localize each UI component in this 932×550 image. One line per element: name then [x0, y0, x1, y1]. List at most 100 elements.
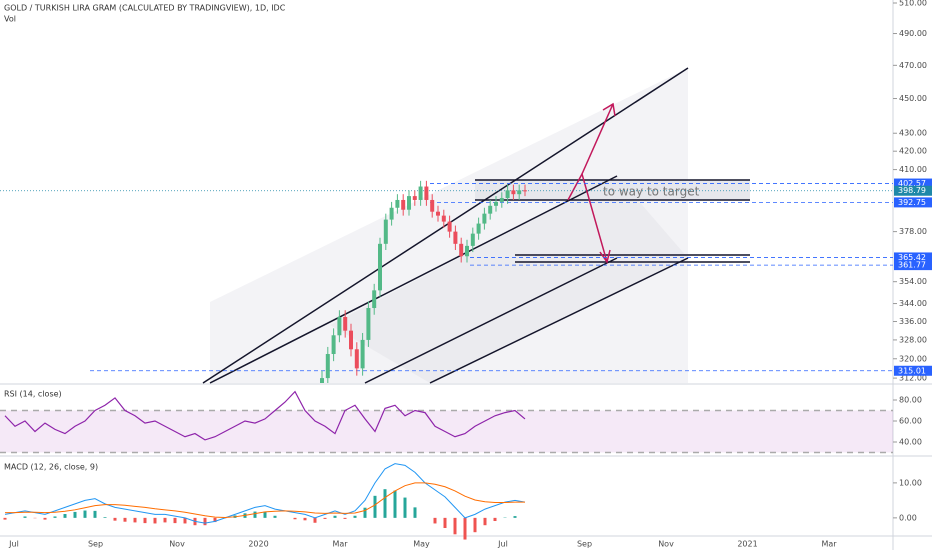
- histogram-bar: [73, 511, 77, 518]
- rsi-line: [4, 390, 526, 441]
- channel-line: [202, 67, 689, 384]
- histogram-bar: [343, 517, 347, 519]
- candle-body: [337, 316, 342, 336]
- candle-body: [511, 190, 516, 195]
- y-tick-label: 328.00: [899, 335, 927, 344]
- histogram-bar: [383, 489, 387, 518]
- histogram-bar: [333, 515, 337, 518]
- candle-body: [430, 199, 435, 212]
- histogram-bar: [163, 517, 167, 523]
- y-tick-label: 450.00: [899, 94, 927, 103]
- annotation: to way to target: [603, 185, 700, 199]
- x-tick-label: Jul: [497, 540, 508, 549]
- candle-body: [349, 330, 353, 350]
- y-tick-label: 336.00: [899, 317, 927, 326]
- candles: [320, 180, 527, 383]
- y-tick-label: 60.00: [899, 416, 922, 425]
- candle-body: [395, 199, 400, 208]
- histogram-bar: [473, 517, 477, 533]
- candle-body: [389, 207, 394, 220]
- rsi-band: [0, 410, 893, 453]
- level-label: 402.57: [898, 179, 926, 188]
- channel-line: [364, 257, 618, 384]
- level-box: [894, 365, 932, 376]
- histogram-bar: [363, 507, 367, 518]
- candle-body: [360, 339, 365, 369]
- candle-body: [407, 196, 411, 210]
- candle-body: [325, 354, 330, 379]
- histogram-bar: [413, 507, 417, 518]
- histogram-bar: [323, 517, 327, 519]
- subtitle: Vol: [4, 15, 16, 24]
- y-tick-label: 420.00: [899, 147, 927, 156]
- macd-line: [5, 482, 525, 519]
- histogram-bar: [463, 517, 467, 540]
- candle-body: [383, 219, 388, 244]
- level-label: 392.75: [898, 198, 926, 207]
- histogram-bar: [23, 516, 27, 518]
- y-tick-label: 354.00: [899, 277, 927, 286]
- x-tick-label: Mar: [332, 540, 348, 549]
- level-label: 315.01: [898, 366, 926, 375]
- candle-body: [424, 186, 429, 200]
- candle-body: [412, 196, 417, 200]
- histogram-bar: [153, 517, 157, 524]
- histogram-bar: [303, 517, 307, 521]
- histogram-bar: [103, 517, 107, 518]
- y-tick-label: 510.00: [899, 0, 927, 7]
- x-tick-label: May: [413, 540, 430, 549]
- candle-body: [372, 290, 377, 309]
- histogram-bar: [53, 516, 57, 518]
- level-box: [894, 178, 932, 189]
- x-tick-label: 2021: [737, 540, 757, 549]
- y-tick-label: 490.00: [899, 29, 927, 38]
- candle-body: [401, 199, 406, 210]
- histogram-bar: [133, 517, 137, 523]
- y-tick-label: 320.00: [899, 354, 927, 363]
- candle-body: [320, 378, 324, 383]
- y-tick-label: 10.00: [899, 478, 922, 487]
- histogram-bar: [313, 517, 317, 523]
- candle-body: [436, 211, 440, 216]
- y-tick-label: 470.00: [899, 61, 927, 70]
- candle-body: [441, 215, 446, 222]
- histogram-bar: [373, 495, 377, 518]
- chart-title: GOLD / TURKISH LIRA GRAM (CALCULATED BY …: [4, 4, 286, 13]
- candle-body: [418, 186, 423, 200]
- x-tick-label: Nov: [169, 540, 185, 549]
- y-tick-label: 0.00: [899, 513, 917, 522]
- histogram-bar: [3, 517, 7, 520]
- histogram-bar: [513, 516, 517, 518]
- histogram-bar: [443, 517, 447, 529]
- histogram-bar: [93, 510, 97, 518]
- x-tick-label: Mar: [821, 540, 837, 549]
- y-tick-label: 344.00: [899, 299, 927, 308]
- candle-body: [494, 201, 498, 206]
- candle-body: [354, 349, 359, 369]
- channel-fill: [330, 176, 688, 383]
- candle-body: [488, 205, 493, 214]
- x-tick-label: Sep: [88, 540, 103, 549]
- candle-body: [459, 243, 464, 257]
- level-box: [894, 185, 932, 196]
- candle-body: [482, 213, 487, 224]
- y-tick-label: 410.00: [899, 165, 927, 174]
- x-tick-label: Nov: [658, 540, 674, 549]
- candle-body: [465, 245, 469, 257]
- candle-body: [470, 233, 475, 246]
- histogram-bar: [263, 511, 267, 518]
- channel-line: [209, 175, 618, 384]
- histogram-bar: [183, 517, 187, 524]
- histogram-bar: [253, 511, 257, 518]
- histogram-bar: [293, 517, 297, 520]
- x-tick-label: Sep: [577, 540, 592, 549]
- histogram-bar: [393, 490, 397, 518]
- histogram-bar: [353, 515, 357, 518]
- y-tick-label: 80.00: [899, 396, 922, 405]
- zone: [475, 180, 750, 200]
- histogram-bar: [123, 517, 127, 522]
- rsi-title: RSI (14, close): [4, 390, 62, 399]
- histogram-bar: [63, 514, 67, 518]
- y-tick-label: 312.00: [899, 374, 927, 383]
- candle-body: [343, 316, 348, 331]
